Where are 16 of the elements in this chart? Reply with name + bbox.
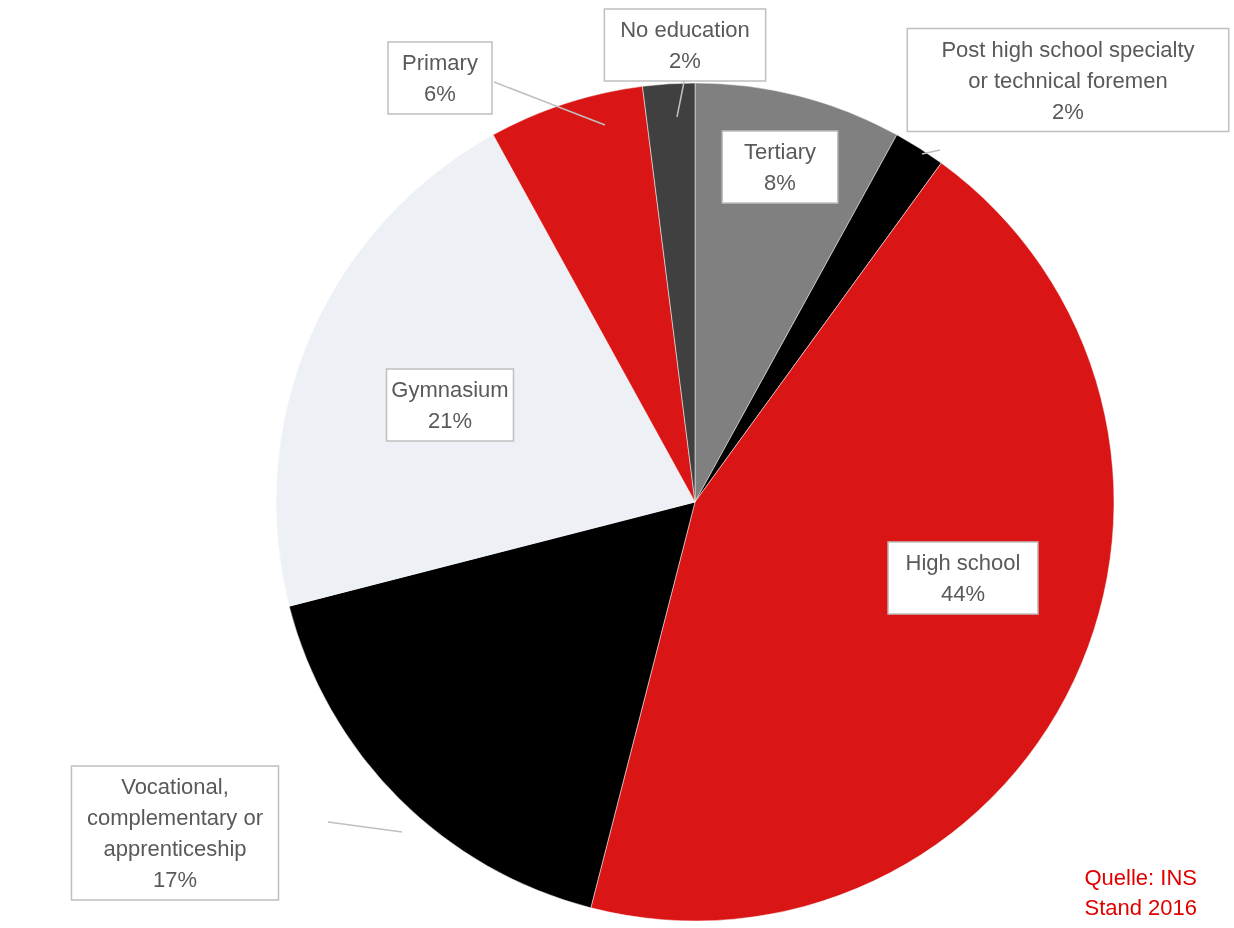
text: Stand 2016 (1084, 895, 1197, 920)
slice-label: Primary (402, 50, 478, 76)
slice-label: No education (620, 17, 750, 43)
data-label: 2% (1052, 98, 1084, 124)
slice-label: Tertiary (743, 139, 817, 165)
data-label: 44% (940, 581, 986, 607)
slice-label: Post high school specialty or technical foremen (941, 36, 1195, 93)
slice-label: Vocational, complementary or apprenticeship (86, 774, 264, 862)
data-label: 21% (427, 408, 473, 434)
data-label: 8% (764, 170, 796, 196)
data-label: 6% (424, 81, 456, 107)
slice-label: Gymnasium (391, 377, 509, 403)
data-label: 17% (152, 867, 198, 893)
data-label: 2% (669, 48, 701, 74)
slice-label: High school (905, 550, 1021, 576)
source-note: Quelle: INS (1084, 865, 1197, 890)
